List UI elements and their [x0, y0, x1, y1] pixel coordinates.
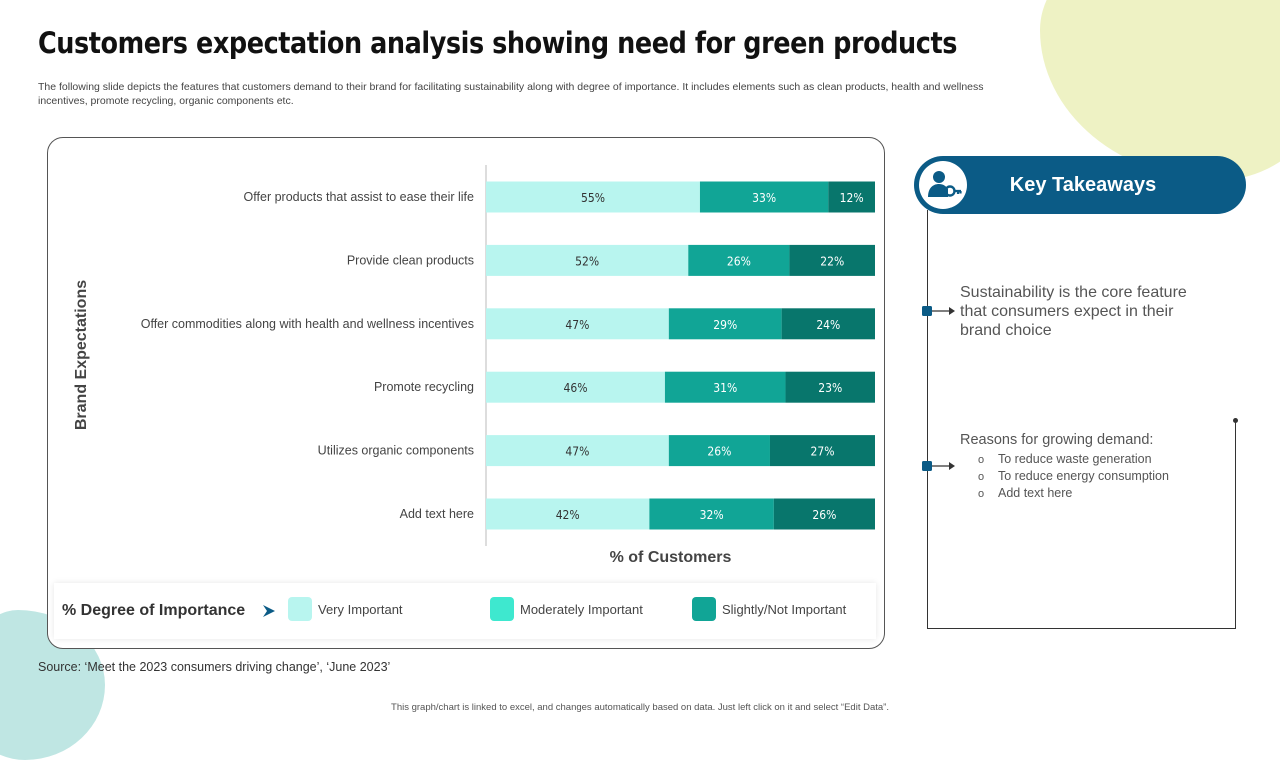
data-label: 22% [820, 253, 844, 268]
bullet: o [978, 454, 985, 466]
bar-segment [769, 435, 875, 467]
data-label: 47% [565, 317, 589, 332]
bar-segment [789, 244, 875, 276]
takeaways-right-line [1235, 421, 1236, 628]
list-item: o Add text here [978, 485, 1169, 502]
x-axis-label: % of Customers [610, 549, 732, 566]
data-label: 33% [752, 190, 776, 205]
bar-segment [699, 181, 829, 213]
data-label: 29% [713, 317, 737, 332]
legend-swatch [490, 597, 514, 621]
data-label: 31% [713, 380, 737, 395]
slide-subtitle: The following slide depicts the features… [38, 81, 984, 107]
list-item: o To reduce waste generation [978, 451, 1169, 468]
data-label: 42% [556, 507, 580, 522]
arrow-marker-icon [922, 304, 956, 322]
bullet: o [978, 471, 985, 483]
data-label: 55% [581, 190, 605, 205]
y-tick-label: Add text here [400, 507, 474, 521]
legend-swatch [288, 597, 312, 621]
bar-segment [486, 435, 669, 467]
data-label: 46% [563, 380, 587, 395]
legend-label: Moderately Important [520, 602, 643, 617]
list-item-text: Add text here [998, 486, 1073, 500]
arrow-right-icon [261, 603, 277, 624]
y-tick-label: Promote recycling [374, 380, 474, 394]
bar-segment [781, 308, 875, 340]
chart-card[interactable]: Offer products that assist to ease their… [47, 137, 885, 649]
bar-segment [773, 498, 875, 530]
bar-segment [828, 181, 875, 213]
bullet: o [978, 488, 985, 500]
list-item: o To reduce energy consumption [978, 468, 1169, 485]
y-tick-label: Provide clean products [347, 253, 474, 267]
list-item-text: To reduce waste generation [998, 452, 1152, 466]
legend-bar: % Degree of Importance Very Important Mo… [54, 583, 876, 639]
takeaway-point-1: Sustainability is the core feature that … [960, 284, 1187, 339]
list-item-text: To reduce energy consumption [998, 469, 1169, 483]
takeaways-line-dot [1233, 418, 1238, 423]
legend-label: Very Important [318, 602, 403, 617]
data-label: 27% [810, 444, 834, 459]
bar-segment [668, 308, 782, 340]
data-label: 12% [840, 190, 864, 205]
bar-segment [785, 371, 875, 403]
bar-segment [486, 498, 650, 530]
data-label: 23% [818, 380, 842, 395]
decor-blob-top-right [1040, 0, 1280, 180]
data-label: 47% [565, 444, 589, 459]
bar-segment [486, 308, 669, 340]
bar-segment [486, 371, 665, 403]
data-label: 52% [575, 253, 599, 268]
legend-swatch [692, 597, 716, 621]
data-label: 24% [816, 317, 840, 332]
legend-label: Slightly/Not Important [722, 602, 847, 617]
source-note: Source: ‘Meet the 2023 consumers driving… [38, 660, 391, 674]
data-label: 32% [700, 507, 724, 522]
data-label: 26% [812, 507, 836, 522]
y-tick-label: Offer products that assist to ease their… [244, 190, 474, 204]
person-key-icon [919, 161, 967, 209]
takeaways-box [927, 210, 1236, 629]
key-takeaways-title: Key Takeaways [1009, 174, 1157, 196]
data-label: 26% [727, 253, 751, 268]
y-tick-label: Offer commodities along with health and … [141, 317, 474, 331]
bar-segment [486, 244, 689, 276]
bar-segment [664, 371, 786, 403]
takeaway-point-2-heading: Reasons for growing demand: [960, 432, 1154, 448]
key-takeaways-header: Key Takeaways [914, 156, 1246, 214]
data-label: 26% [707, 444, 731, 459]
bar-segment [486, 181, 700, 213]
y-tick-label: Utilizes organic components [318, 444, 474, 458]
takeaway-reasons-list: o To reduce waste generation o To reduce e… [978, 451, 1169, 502]
stacked-bar-chart[interactable]: Offer products that assist to ease their… [48, 138, 884, 578]
bar-segment [688, 244, 790, 276]
y-axis-label: Brand Expectations [73, 280, 90, 430]
slide-title: Customers expectation analysis showing n… [38, 26, 957, 60]
legend-title: % Degree of Importance [62, 602, 246, 619]
bar-segment [668, 435, 770, 467]
bar-segment [649, 498, 774, 530]
chart-footnote: This graph/chart is linked to excel, and… [391, 702, 889, 713]
arrow-marker-icon [922, 459, 956, 477]
